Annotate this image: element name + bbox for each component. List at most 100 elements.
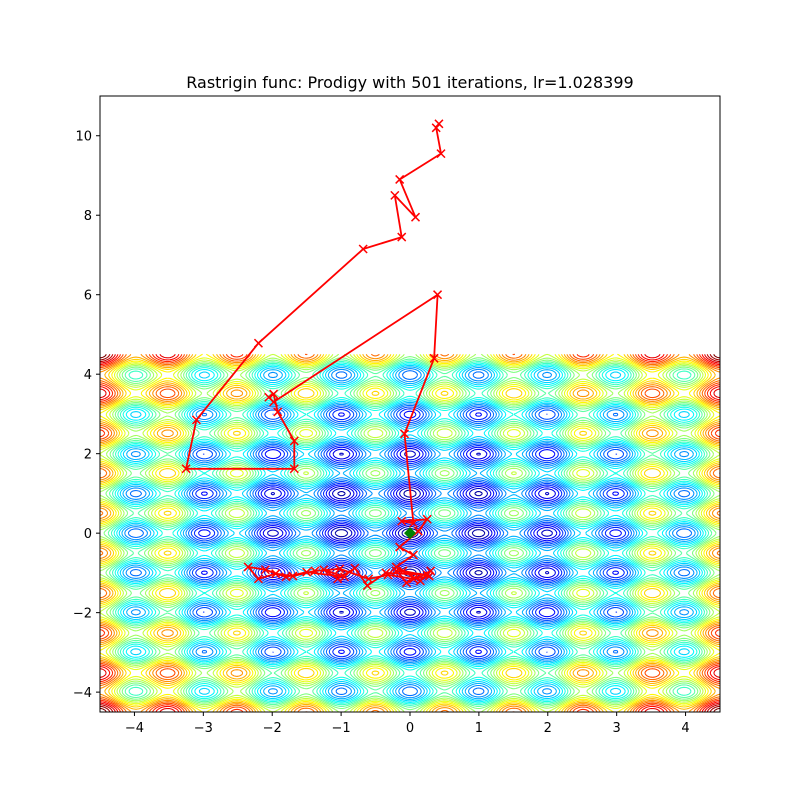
x-tick-label: −1 [332,721,351,736]
contour-level-27 [100,353,720,712]
path-point-marker [302,567,312,577]
contour-level-9 [121,366,699,700]
path-point-marker [319,565,329,575]
contour-level-12 [113,361,707,705]
y-tick-label: 10 [75,130,92,145]
contour-layer [100,353,720,712]
path-point-marker [181,464,191,474]
path-point-marker [288,571,298,581]
path-point-marker [391,562,401,572]
contour-level-25 [100,353,720,712]
path-point-marker [362,581,372,591]
y-tick-label: 8 [84,209,92,224]
path-point-marker [390,190,400,200]
path-point-marker [271,569,281,579]
path-point-marker [340,572,350,582]
contour-level-24 [100,353,720,712]
x-tick-label: 3 [613,721,621,736]
path-point-marker [429,353,439,363]
path-point-marker [253,574,263,584]
path-point-marker [397,516,407,526]
contour-level-26 [100,354,720,712]
contour-level-11 [116,363,704,703]
path-point-marker [269,389,279,399]
path-point-marker [408,550,418,560]
path-point-marker [335,564,345,574]
path-point-marker [433,290,443,300]
contour-level-8 [124,368,696,699]
path-point-marker [422,514,432,524]
global-minimum-marker [404,527,416,540]
contour-level-18 [100,354,720,712]
contour-level-13 [110,360,710,706]
path-point-marker [398,566,408,576]
contour-level-5 [193,408,627,659]
path-point-marker [310,566,320,576]
path-point-marker [391,566,401,576]
x-tick-label: 1 [475,721,483,736]
path-point-marker [253,338,263,348]
path-point-marker [431,123,441,133]
x-tick-label: 4 [681,721,689,736]
y-tick-label: 4 [84,368,92,383]
contour-level-30 [100,354,720,712]
path-point-marker [434,119,444,129]
path-point-marker [289,464,299,474]
y-axis: −4 −2 0 2 4 6 8 10 [73,130,100,701]
path-point-marker [408,518,418,528]
contour-level-19 [100,353,720,712]
contour-level-28 [100,354,720,712]
contour-level-6 [190,406,630,660]
contour-level-29 [100,354,720,712]
path-point-marker [364,574,374,584]
path-point-marker [191,415,201,425]
contour-level-4 [198,410,622,656]
y-tick-label: −4 [73,686,92,701]
path-point-marker [413,526,423,536]
path-point-marker [402,578,412,588]
x-tick-label: −3 [194,721,213,736]
path-point-marker [410,212,421,222]
x-axis: −4 −3 −2 −1 0 1 2 3 4 [125,712,690,736]
contour-level-1 [334,489,486,577]
y-tick-label: 0 [84,527,92,542]
path-point-marker [397,232,407,242]
contour-level-7 [127,370,693,697]
path-point-marker [260,565,270,575]
contour-level-21 [100,354,720,712]
path-point-marker [273,407,283,417]
contour-level-20 [100,353,720,712]
optimizer-path-layer [181,119,446,591]
contour-level-22 [100,353,720,712]
contour-level-17 [100,353,720,712]
x-tick-label: −4 [125,721,144,736]
path-point-marker [436,149,446,159]
contour-level-10 [118,364,702,702]
path-point-marker [350,563,360,573]
x-tick-label: 2 [544,721,552,736]
path-point-marker [358,244,368,254]
contour-level-23 [100,353,720,712]
contour-level-3 [262,447,558,619]
y-tick-label: −2 [73,607,92,622]
path-point-marker [395,174,405,184]
plot-area [100,119,720,712]
path-point-marker [383,570,393,580]
chart-title: Rastrigin func: Prodigy with 501 iterati… [186,73,633,92]
y-tick-label: 2 [84,448,92,463]
path-point-marker [333,574,343,584]
y-tick-label: 6 [84,289,92,304]
path-point-marker [289,436,299,446]
x-tick-label: 0 [406,721,414,736]
optimizer-path-line [185,123,442,587]
path-point-marker [395,542,405,552]
x-tick-label: −2 [263,721,282,736]
path-point-marker [399,429,410,439]
path-point-marker [424,571,434,581]
path-point-marker [269,397,279,407]
contour-level-15 [103,356,717,711]
contour-level-16 [100,353,720,712]
path-point-marker [243,562,253,572]
path-point-marker [408,574,418,584]
